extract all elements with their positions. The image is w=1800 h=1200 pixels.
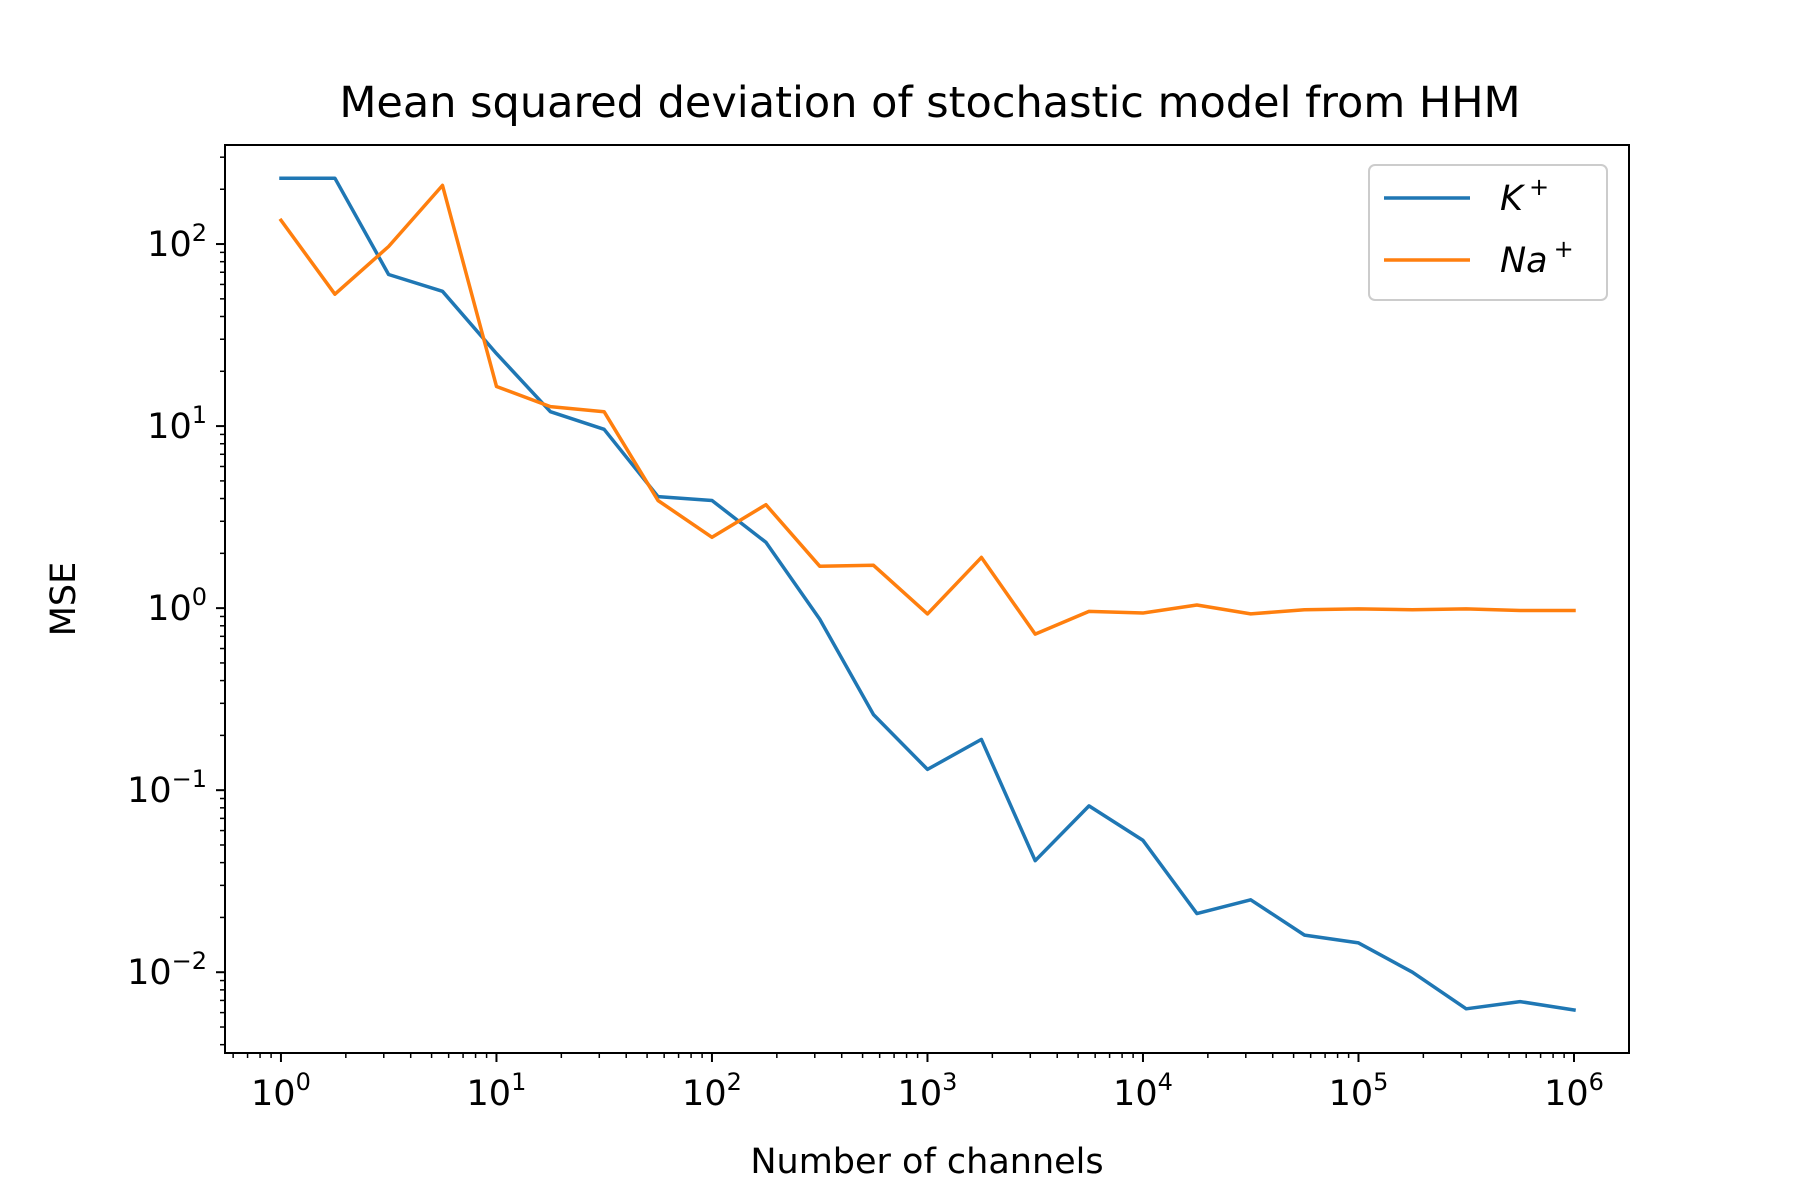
legend-box xyxy=(1368,164,1608,301)
x-axis-label: Number of channels xyxy=(750,1142,1103,1182)
x-tick-label-6: 106 xyxy=(1544,1068,1604,1114)
chart-title: Mean squared deviation of stochastic mod… xyxy=(339,78,1520,128)
x-tick-label-1: 101 xyxy=(467,1068,527,1114)
y-tick-label-0: 10−2 xyxy=(127,947,207,993)
legend-label-1: Na + xyxy=(1500,235,1574,281)
series-line-0 xyxy=(279,176,1576,1012)
y-axis-label: MSE xyxy=(44,562,84,637)
x-tick-label-4: 104 xyxy=(1113,1068,1173,1114)
y-tick-label-3: 101 xyxy=(147,401,207,447)
legend: K + Na + xyxy=(1368,164,1608,301)
x-tick-label-5: 105 xyxy=(1329,1068,1389,1114)
y-tick-label-4: 102 xyxy=(147,219,207,265)
series-line-1 xyxy=(278,183,1576,636)
y-tick-label-1: 10−1 xyxy=(127,765,207,811)
axis-ticks: 100 101 102 103 104 105 106 10−2 10−1 100 101 102 xyxy=(127,156,1604,1114)
y-tick-label-2: 100 xyxy=(147,583,207,629)
chart-marks xyxy=(278,176,1576,1012)
x-tick-label-3: 103 xyxy=(898,1068,958,1114)
x-tick-label-2: 102 xyxy=(682,1068,742,1114)
x-tick-label-0: 100 xyxy=(251,1068,311,1114)
legend-label-0: K + xyxy=(1500,173,1549,219)
